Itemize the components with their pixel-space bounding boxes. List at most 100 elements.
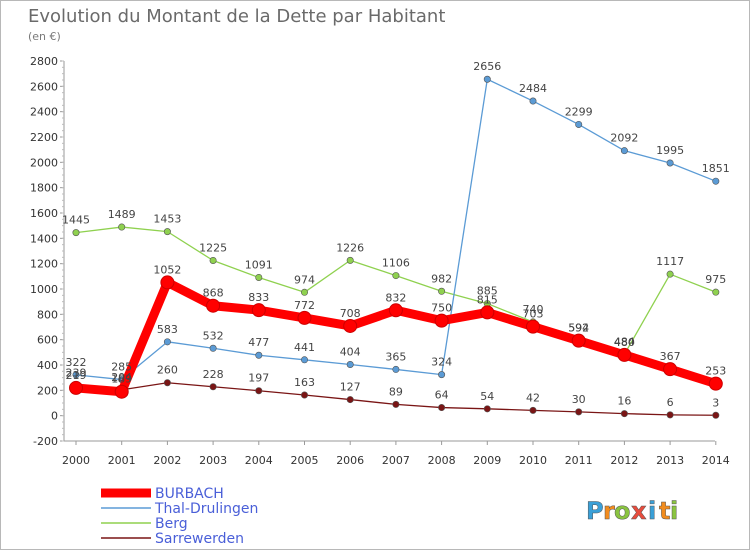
- legend-label: Sarrewerden: [155, 531, 244, 547]
- logo-letter: i: [648, 497, 656, 525]
- y-tick-label: -200: [33, 435, 58, 448]
- x-tick-label: 2006: [336, 454, 364, 467]
- x-tick-label: 2005: [291, 454, 319, 467]
- series-layer: [69, 75, 723, 419]
- data-point: [438, 287, 446, 295]
- data-label: 42: [526, 391, 540, 404]
- data-label: 772: [294, 299, 315, 312]
- data-point: [163, 379, 171, 387]
- y-tick-label: 2800: [30, 55, 58, 68]
- data-label: 974: [294, 273, 315, 286]
- data-label: 260: [157, 364, 178, 377]
- logo-letter: t: [659, 497, 670, 525]
- data-label: 1445: [62, 214, 90, 227]
- data-point: [575, 120, 583, 128]
- data-point: [251, 303, 266, 318]
- data-label: 16: [617, 395, 631, 408]
- data-label: 583: [157, 323, 178, 336]
- data-point: [392, 365, 400, 373]
- data-label: 404: [340, 345, 361, 358]
- y-tick-label: 1800: [30, 182, 58, 195]
- data-label: 219: [66, 369, 87, 382]
- x-tick-label: 2001: [108, 454, 136, 467]
- data-point: [163, 228, 171, 236]
- data-label: 365: [385, 350, 406, 363]
- data-label: 532: [203, 329, 224, 342]
- data-point: [206, 298, 221, 313]
- data-label: 480: [614, 336, 635, 349]
- y-tick-label: 0: [51, 410, 58, 423]
- x-tick-label: 2014: [702, 454, 730, 467]
- data-point: [388, 303, 403, 318]
- data-label: 477: [248, 336, 269, 349]
- y-tick-label: 2200: [30, 131, 58, 144]
- y-tick-label: 1200: [30, 258, 58, 271]
- data-label: 6: [667, 396, 674, 409]
- data-label: 868: [203, 287, 224, 300]
- data-label: 30: [572, 393, 586, 406]
- data-label: 1226: [336, 241, 364, 254]
- data-label: 2299: [565, 105, 593, 118]
- data-point: [708, 376, 723, 391]
- data-label: 322: [66, 356, 87, 369]
- data-point: [529, 97, 537, 105]
- data-label: 885: [477, 285, 498, 298]
- data-label: 750: [431, 302, 452, 315]
- logo-letter: P: [586, 497, 604, 525]
- data-point: [160, 275, 175, 290]
- data-point: [72, 229, 80, 237]
- data-label: 703: [523, 308, 544, 321]
- data-label: 1106: [382, 257, 410, 270]
- x-tick-label: 2013: [656, 454, 684, 467]
- data-labels: 219 189 1052 868 833 772 708 832 750 815 703 592 480…: [62, 60, 730, 409]
- data-label: 54: [480, 390, 494, 403]
- data-label: 228: [203, 368, 224, 381]
- data-label: 1851: [702, 162, 730, 175]
- data-point: [438, 371, 446, 379]
- data-label: 324: [431, 356, 452, 369]
- data-label: 64: [435, 389, 449, 402]
- x-tick-label: 2002: [153, 454, 181, 467]
- data-label: 1489: [108, 208, 136, 221]
- y-tick-label: 200: [37, 384, 58, 397]
- legend-label: Thal-Drulingen: [154, 501, 258, 517]
- data-label: 708: [340, 307, 361, 320]
- data-label: 2092: [610, 132, 638, 145]
- x-tick-label: 2007: [382, 454, 410, 467]
- data-point: [72, 371, 80, 379]
- data-point: [255, 351, 263, 359]
- logo-letter: i: [670, 497, 678, 525]
- data-point: [434, 313, 449, 328]
- logo-letter: r: [603, 497, 615, 525]
- data-label: 89: [389, 385, 403, 398]
- y-tick-label: 2000: [30, 156, 58, 169]
- data-label: 982: [431, 272, 452, 285]
- data-label: 127: [340, 381, 361, 394]
- data-label: 1995: [656, 144, 684, 157]
- data-point: [666, 411, 674, 419]
- data-point: [209, 383, 217, 391]
- data-point: [529, 406, 537, 414]
- axes: -200 0 200 400 600 800 1000 1200 1400 1600 1800 200…: [30, 55, 730, 467]
- logo-letter: o: [614, 497, 631, 525]
- y-tick-label: 2600: [30, 80, 58, 93]
- x-tick-label: 2009: [473, 454, 501, 467]
- x-tick-label: 2011: [565, 454, 593, 467]
- data-point: [255, 273, 263, 281]
- data-point: [300, 356, 308, 364]
- data-point: [118, 223, 126, 231]
- data-point: [255, 387, 263, 395]
- data-point: [392, 400, 400, 408]
- data-point: [346, 396, 354, 404]
- data-label: 832: [385, 291, 406, 304]
- x-tick-label: 2004: [245, 454, 273, 467]
- legend-label: Berg: [155, 516, 188, 532]
- data-point: [663, 362, 678, 377]
- data-point: [300, 288, 308, 296]
- data-label: 1453: [153, 213, 181, 226]
- chart-title: Evolution du Montant de la Dette par Hab…: [28, 6, 446, 27]
- data-point: [617, 347, 632, 362]
